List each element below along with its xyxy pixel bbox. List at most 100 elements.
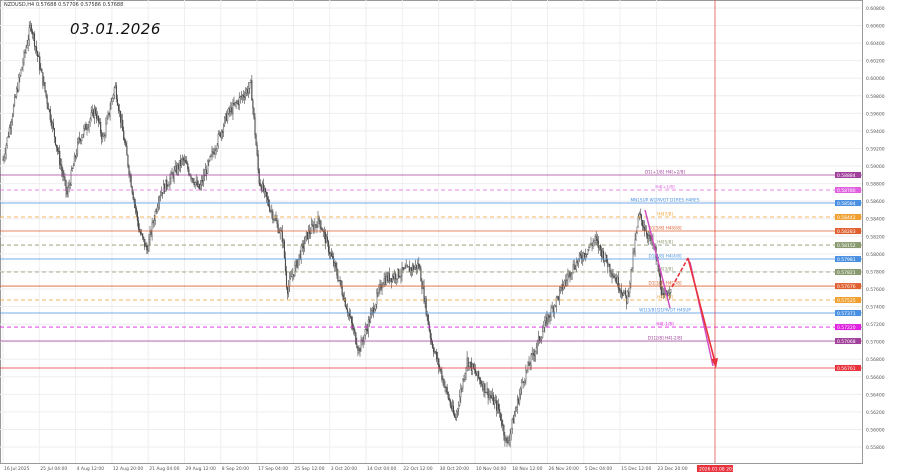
candle-body xyxy=(84,124,86,129)
candle-body xyxy=(83,127,85,135)
price-tag-label: 0.58152 xyxy=(837,243,856,249)
candle-body xyxy=(508,440,510,443)
candle-body xyxy=(594,236,596,241)
candle-body xyxy=(303,243,305,249)
price-tag xyxy=(835,228,861,235)
candle-body xyxy=(46,95,48,104)
candle-body xyxy=(449,400,451,406)
y-tick-label: 0.56600 xyxy=(866,375,885,381)
candle-body xyxy=(528,362,530,366)
candle-body xyxy=(100,121,102,133)
candle-body xyxy=(306,232,309,240)
candle-body xyxy=(288,285,290,294)
candle-body xyxy=(82,134,84,138)
candle-body xyxy=(333,258,335,266)
candle-body xyxy=(610,271,612,274)
candle-body xyxy=(26,45,28,48)
candle-body xyxy=(359,348,361,352)
price-tag xyxy=(835,324,861,331)
candle-body xyxy=(515,407,517,412)
candle-body xyxy=(321,228,323,232)
candle-body xyxy=(638,213,640,218)
candle-body xyxy=(196,180,198,187)
level-label: D1[3/8] H4[2/8] xyxy=(648,281,681,286)
candle-body xyxy=(198,183,200,190)
candle-body xyxy=(522,381,524,383)
x-tick-label: 25 Sep 12:00 xyxy=(294,466,324,472)
candle-body xyxy=(352,322,354,329)
candle-body xyxy=(192,178,194,183)
candle-body xyxy=(423,286,425,302)
candle-body xyxy=(547,314,549,325)
candle-body xyxy=(233,103,235,105)
candle-body xyxy=(294,265,296,276)
candle-body xyxy=(81,137,83,142)
candle-body xyxy=(332,256,334,259)
candle-body xyxy=(468,362,470,368)
y-tick-label: 0.56400 xyxy=(866,392,885,398)
price-tag xyxy=(835,187,861,194)
candle-body xyxy=(488,394,490,399)
candle-body xyxy=(201,180,204,183)
candle-body xyxy=(445,387,447,388)
candle-body xyxy=(149,231,151,240)
x-tick-label: 3 Oct 20:00 xyxy=(331,466,358,472)
candle-body xyxy=(390,278,393,282)
candle-body xyxy=(173,169,175,179)
candle-body xyxy=(385,275,387,285)
candle-body xyxy=(621,293,624,296)
candle-body xyxy=(109,108,111,116)
candle-body xyxy=(549,316,551,318)
candle-body xyxy=(191,178,193,179)
candle-body xyxy=(367,319,369,332)
candle-body xyxy=(316,224,318,228)
candle-body xyxy=(39,56,41,70)
candle-body xyxy=(470,361,472,371)
level-label: H4[5/8] xyxy=(657,240,673,245)
y-tick-label: 0.57800 xyxy=(866,269,885,275)
candle-body xyxy=(344,298,346,307)
candle-body xyxy=(363,335,365,342)
candle-body xyxy=(250,80,252,83)
candle-body xyxy=(272,211,274,220)
candle-body xyxy=(328,251,331,255)
candle-body xyxy=(94,108,96,114)
candle-body xyxy=(418,263,420,267)
candle-body xyxy=(114,85,116,88)
candle-body xyxy=(71,168,73,171)
candle-body xyxy=(661,293,663,296)
candle-body xyxy=(86,128,88,130)
candle-body xyxy=(314,224,316,231)
candle-body xyxy=(360,339,362,352)
y-tick-label: 0.60000 xyxy=(866,76,885,82)
price-tag xyxy=(835,310,861,317)
candle-body xyxy=(50,119,52,126)
y-tick-label: 0.60200 xyxy=(866,59,885,65)
candle-body xyxy=(286,287,289,294)
candle-body xyxy=(469,361,471,363)
candle-body xyxy=(389,278,391,282)
candle-body xyxy=(393,275,395,279)
candle-body xyxy=(503,424,505,436)
candle-body xyxy=(648,235,650,239)
symbol-info: NZDUSD,H4 0.57688 0.57706 0.57586 0.5768… xyxy=(4,2,124,8)
candle-body xyxy=(317,216,319,228)
candle-body xyxy=(67,187,69,195)
candle-body xyxy=(530,354,532,365)
candle-body xyxy=(595,236,597,240)
candle-body xyxy=(563,285,565,290)
candle-body xyxy=(163,184,165,194)
candle-body xyxy=(579,253,582,256)
price-tag-label: 0.58780 xyxy=(837,188,856,194)
candle-body xyxy=(59,150,61,165)
candle-body xyxy=(402,267,404,270)
candle-body xyxy=(460,388,462,397)
candle-body xyxy=(330,253,332,255)
candle-body xyxy=(125,142,127,147)
candle-body xyxy=(165,179,167,192)
candle-body xyxy=(24,52,26,53)
candle-body xyxy=(309,230,311,234)
candle-body xyxy=(176,164,178,174)
candle-body xyxy=(641,220,643,227)
